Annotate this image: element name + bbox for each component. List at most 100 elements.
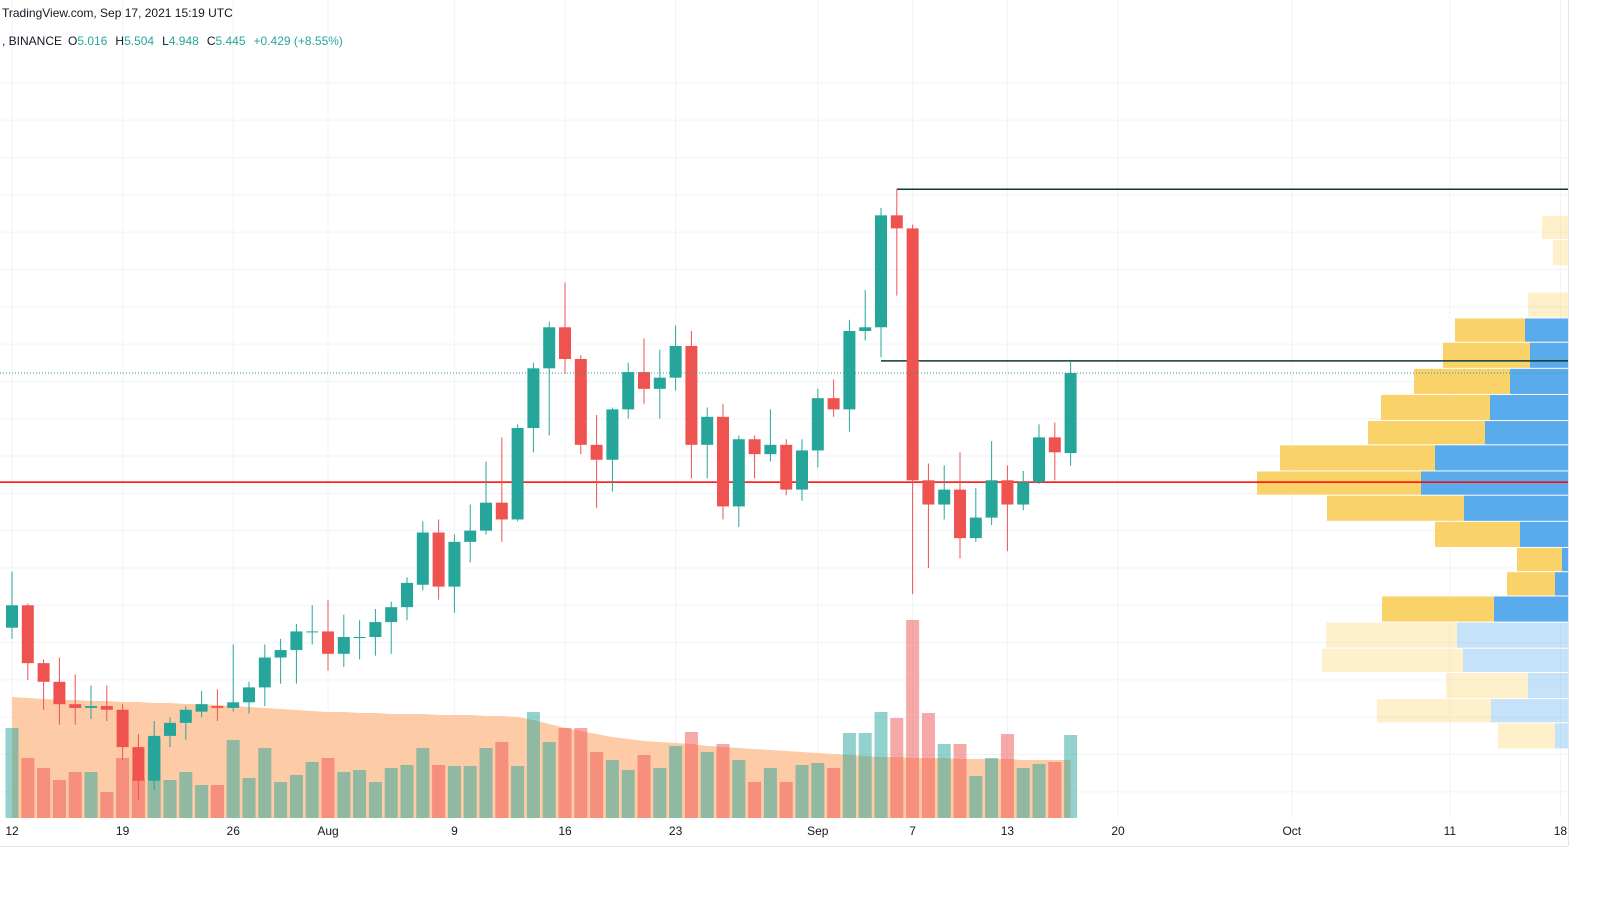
candle-body: [116, 709, 129, 748]
profile-down: [1507, 572, 1555, 596]
x-tick-label: 12: [5, 824, 19, 838]
volume-bar: [574, 728, 588, 818]
profile-up: [1457, 622, 1568, 648]
candle-body: [669, 345, 682, 378]
candle-body: [227, 702, 240, 708]
x-tick-label: 11: [1444, 824, 1457, 838]
volume-bar: [590, 752, 604, 818]
volume-bar: [353, 770, 367, 818]
candle-body: [401, 582, 414, 608]
volume-bar: [258, 748, 272, 818]
x-tick-label: 23: [669, 824, 683, 838]
volume-bar: [447, 766, 461, 818]
candle-body: [543, 327, 556, 369]
profile-down: [1257, 471, 1421, 495]
profile-down: [1382, 596, 1494, 622]
volume-bar: [195, 785, 209, 818]
volume-bar: [811, 763, 825, 818]
profile-up: [1562, 547, 1568, 572]
candle-body: [574, 358, 587, 445]
volume-bar: [779, 782, 793, 818]
x-tick-label: 16: [558, 824, 572, 838]
profile-down: [1327, 495, 1464, 521]
ohlc-value: 5.445: [215, 34, 245, 48]
profile-up: [1525, 318, 1568, 342]
profile-up: [1463, 648, 1568, 672]
profile-down: [1280, 445, 1435, 471]
volume-bar: [384, 768, 398, 818]
ohlc-value: 4.948: [169, 34, 199, 48]
profile-down: [1455, 318, 1525, 342]
candle-body: [179, 709, 192, 723]
chart-title: TradingView.com, Sep 17, 2021 15:19 UTC: [2, 6, 233, 20]
x-tick-label: 7: [909, 824, 916, 838]
candle-body: [1001, 480, 1014, 505]
candle-body: [1033, 437, 1046, 483]
ohlc-label: L: [162, 34, 169, 48]
candle-body: [811, 398, 824, 451]
candle-body: [780, 444, 793, 490]
volume-bar: [210, 785, 224, 818]
profile-down: [1528, 292, 1568, 318]
volume-bar: [732, 760, 746, 818]
volume-bar: [100, 792, 114, 818]
candle-body: [559, 327, 572, 359]
candle-body: [1017, 482, 1030, 505]
candle-body: [148, 735, 161, 781]
candle-body: [274, 650, 287, 658]
candle-body: [1048, 437, 1061, 453]
volume-bar: [653, 768, 667, 818]
candle-body: [53, 681, 66, 705]
volume-bar: [748, 782, 762, 818]
volume-bar: [274, 782, 288, 818]
candle-body: [922, 480, 935, 505]
candle-body: [748, 439, 761, 455]
profile-up: [1520, 521, 1568, 547]
candle-body: [827, 398, 840, 410]
profile-up: [1528, 672, 1568, 699]
candle-body: [622, 372, 635, 410]
volume-bar: [763, 768, 777, 818]
x-tick-label: 18: [1554, 824, 1568, 838]
candle-body: [290, 631, 303, 651]
volume-bar: [842, 733, 856, 818]
profile-up: [1530, 342, 1568, 368]
volume-bar: [874, 712, 888, 818]
candle-body: [369, 622, 382, 638]
x-tick-label: 13: [1001, 824, 1015, 838]
ohlc-label: C: [207, 34, 216, 48]
candle-body: [322, 631, 335, 654]
volume-bar: [463, 766, 477, 818]
profile-down: [1326, 622, 1457, 648]
candle-body: [480, 502, 493, 531]
volume-bar: [68, 772, 82, 818]
volume-bar: [495, 742, 509, 818]
volume-bar: [637, 755, 651, 818]
volume-bar: [432, 765, 446, 818]
volume-bar: [479, 748, 493, 818]
candle-body: [638, 372, 651, 389]
volume-bar: [621, 770, 635, 818]
x-tick-label: 19: [116, 824, 130, 838]
volume-bar: [163, 780, 177, 818]
volume-bar: [906, 620, 920, 818]
volume-bar: [1032, 764, 1046, 818]
candle-body: [306, 631, 319, 633]
volume-bar: [84, 772, 98, 818]
candle-body: [464, 530, 477, 542]
volume-bar: [1064, 735, 1078, 818]
candle-body: [685, 345, 698, 445]
candle-body: [875, 215, 888, 328]
candle-body: [511, 428, 524, 520]
candle-body: [243, 687, 256, 703]
candle-body: [796, 450, 809, 490]
volume-bar: [400, 765, 414, 818]
candle-body: [969, 517, 982, 539]
volume-bar: [558, 728, 572, 818]
candle-body: [653, 377, 666, 389]
profile-down: [1443, 342, 1530, 368]
volume-bar: [827, 768, 841, 818]
candle-body: [21, 605, 34, 664]
volume-bar: [969, 776, 983, 818]
